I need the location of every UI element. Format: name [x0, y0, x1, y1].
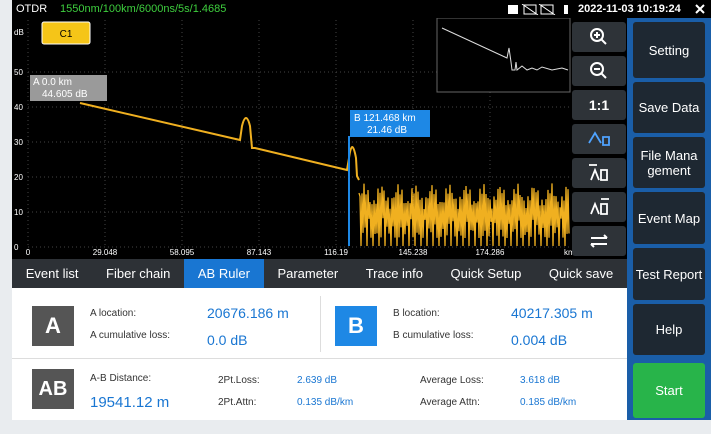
- pt-loss-label: 2Pt.Loss:: [218, 375, 260, 386]
- y-label: 40: [14, 103, 23, 112]
- tab[interactable]: AB Ruler: [184, 259, 264, 288]
- a-loss-label: A cumulative loss:: [90, 330, 171, 341]
- badge-b: B: [335, 306, 377, 346]
- a-location-label: A location:: [90, 308, 137, 319]
- status-bar: OTDR 1550nm/100km/6000ns/5s/1.4685 2022-…: [12, 0, 711, 18]
- side-button[interactable]: Save Data: [633, 82, 705, 133]
- icon: [594, 68, 607, 79]
- close-icon[interactable]: [695, 4, 705, 14]
- tab-bar: Event list Fiber chain AB Ruler Parameter Tr…: [12, 259, 627, 288]
- marker-a-level: 44.605 dB: [42, 89, 88, 100]
- y-label: 20: [14, 173, 23, 182]
- channel-tag[interactable]: C1: [60, 29, 73, 40]
- app-name: OTDR: [16, 3, 48, 15]
- a-location: 20676.186 m: [207, 305, 289, 321]
- pt-loss: 2.639 dB: [297, 375, 338, 386]
- side-button[interactable]: Test Report: [633, 248, 705, 300]
- y-label: 0: [14, 243, 19, 252]
- b-location-label: B location:: [393, 308, 440, 319]
- y-label: 30: [14, 138, 23, 147]
- icon: [590, 234, 608, 248]
- avg-attn-label: Average Attn:: [420, 397, 480, 408]
- side-menu: Setting Save Data File Management Event Map…: [627, 18, 711, 420]
- a-loss: 0.0 dB: [207, 332, 248, 348]
- tool-move-left[interactable]: [572, 158, 626, 188]
- side-button[interactable]: Event Map: [633, 192, 705, 244]
- y-unit: dB: [14, 28, 24, 37]
- avg-loss: 3.618 dB: [520, 375, 561, 386]
- tab[interactable]: Event list: [25, 266, 79, 281]
- tab[interactable]: Fiber chain: [106, 266, 171, 281]
- b-location: 40217.305 m: [511, 305, 593, 321]
- icon: [588, 131, 610, 146]
- x-label: 29.048: [93, 248, 118, 257]
- tab[interactable]: Quick Setup: [450, 266, 522, 281]
- trace-params: 1550nm/100km/6000ns/5s/1.4685: [60, 3, 227, 15]
- tab[interactable]: Parameter: [277, 266, 339, 281]
- x-label: 174.286: [476, 248, 505, 257]
- tool-ratio-label: 1:1: [589, 97, 609, 113]
- badge-a: A: [32, 306, 74, 346]
- pt-attn-label: 2Pt.Attn:: [218, 397, 257, 408]
- avg-loss-label: Average Loss:: [420, 375, 484, 386]
- trace-chart: C1 A 0.0 km 44.605 dB B 121.468 km 21.46…: [12, 18, 627, 259]
- y-label: 50: [14, 68, 23, 77]
- ab-ruler-panel: A A location: 20676.186 m A cumulative l…: [12, 288, 627, 420]
- side-button[interactable]: Help: [633, 304, 705, 355]
- status-icons: [508, 4, 568, 15]
- marker-a-position: A 0.0 km: [33, 77, 72, 88]
- y-label: 10: [14, 208, 23, 217]
- tool-loop[interactable]: [572, 226, 626, 256]
- icon: [590, 62, 604, 76]
- side-button[interactable]: Start: [633, 363, 705, 418]
- badge-ab: AB: [32, 369, 74, 409]
- tool-move-right[interactable]: [572, 192, 626, 222]
- x-unit: km: [564, 248, 575, 257]
- datetime: 2022-11-03 10:19:24: [578, 3, 681, 15]
- b-loss-label: B cumulative loss:: [393, 330, 474, 341]
- tool-zoom-in[interactable]: [572, 22, 626, 52]
- x-label: 58.095: [170, 248, 195, 257]
- pt-attn: 0.135 dB/km: [297, 397, 354, 408]
- tab[interactable]: Quick save: [548, 266, 614, 281]
- side-button[interactable]: Setting: [633, 22, 705, 78]
- marker-b-level: 21.46 dB: [367, 125, 407, 136]
- ab-distance: 19541.12 m: [90, 394, 170, 411]
- ab-distance-label: A-B Distance:: [90, 373, 152, 384]
- icon: [590, 198, 609, 215]
- marker-b-position: B 121.468 km: [354, 113, 416, 124]
- x-label: 0: [26, 248, 31, 257]
- x-label: 116.19: [324, 248, 348, 257]
- icon: [590, 28, 604, 42]
- tool-zoom-out[interactable]: [572, 56, 626, 86]
- x-label: 145.238: [399, 248, 428, 257]
- avg-attn: 0.185 dB/km: [520, 397, 577, 408]
- x-label: 87.143: [247, 248, 272, 257]
- b-loss: 0.004 dB: [511, 332, 568, 348]
- icon: [589, 164, 608, 181]
- side-button[interactable]: File Management: [633, 137, 705, 188]
- tool-ratio[interactable]: [572, 90, 626, 120]
- tab[interactable]: Trace info: [365, 266, 424, 281]
- icon: [594, 32, 607, 45]
